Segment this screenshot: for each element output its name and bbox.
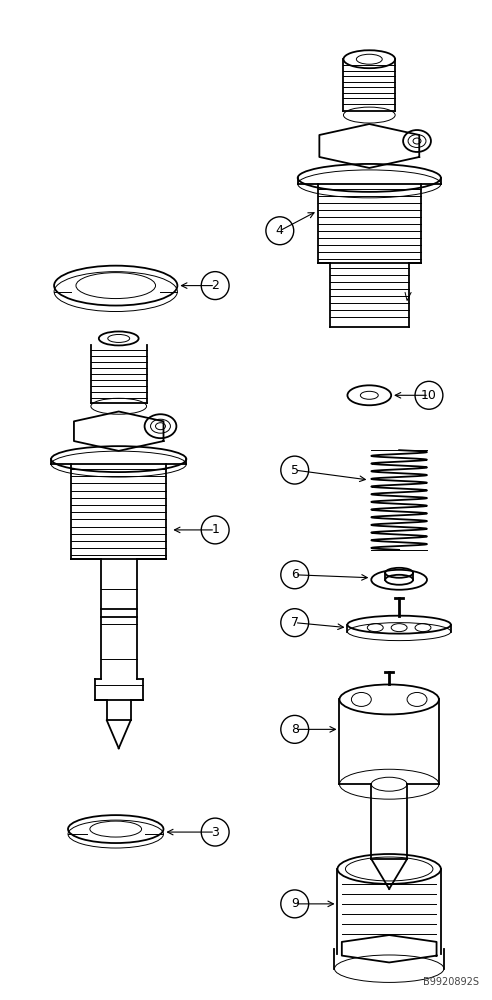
Text: 7: 7 xyxy=(291,616,299,629)
Text: 9: 9 xyxy=(291,897,299,910)
Text: B9920892S: B9920892S xyxy=(423,977,479,987)
Text: 2: 2 xyxy=(211,279,219,292)
Text: 5: 5 xyxy=(291,464,299,477)
Text: 8: 8 xyxy=(291,723,299,736)
Text: 6: 6 xyxy=(291,568,299,581)
Text: 1: 1 xyxy=(211,523,219,536)
Text: 4: 4 xyxy=(276,224,284,237)
Text: 3: 3 xyxy=(211,826,219,839)
Text: 10: 10 xyxy=(421,389,437,402)
